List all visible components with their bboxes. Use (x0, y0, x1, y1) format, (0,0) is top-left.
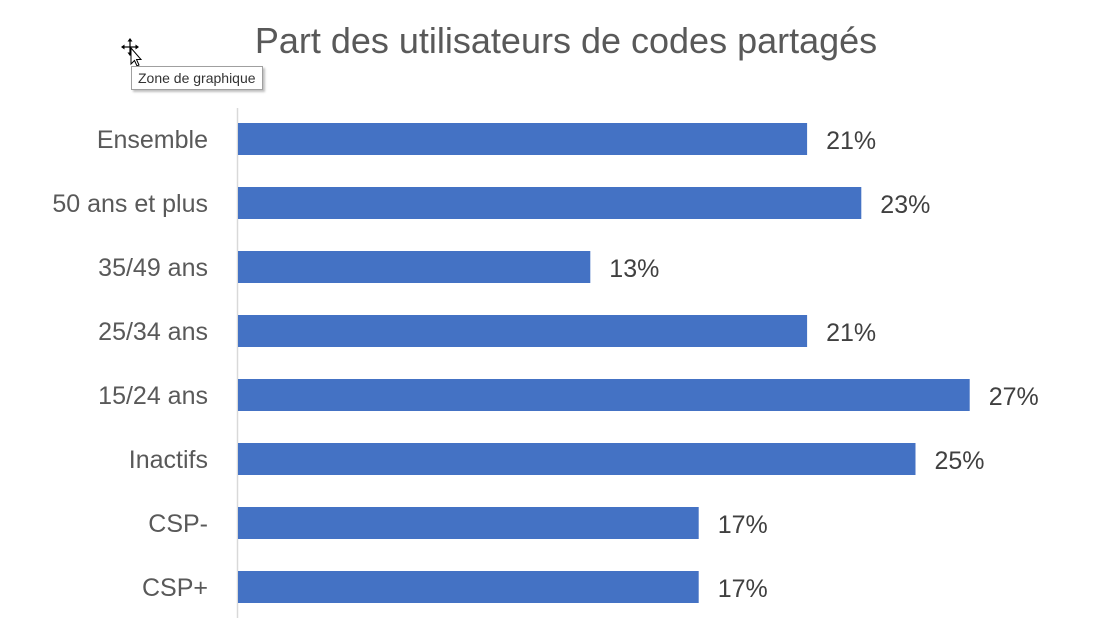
chart-title: Part des utilisateurs de codes partagés (0, 20, 1116, 62)
data-label-4: 27% (989, 383, 1039, 411)
data-label-3: 21% (826, 319, 876, 347)
bar-2[interactable] (238, 251, 591, 283)
category-label-3: 25/34 ans (98, 318, 208, 346)
category-label-4: 15/24 ans (98, 382, 208, 410)
bar-series[interactable] (238, 123, 970, 603)
category-label-0: Ensemble (97, 126, 208, 154)
data-label-7: 17% (718, 575, 768, 603)
bar-0[interactable] (238, 123, 808, 155)
category-label-6: CSP- (148, 510, 208, 538)
data-label-2: 13% (609, 255, 659, 283)
bar-5[interactable] (238, 443, 916, 475)
chart-area-tooltip: Zone de graphique (131, 66, 263, 90)
chart-title-text: Part des utilisateurs de codes partagés (254, 20, 878, 61)
bar-1[interactable] (238, 187, 862, 219)
move-cursor-icon (121, 38, 143, 67)
category-labels: Ensemble 50 ans et plus 35/49 ans 25/34 ans… (52, 126, 208, 602)
data-label-0: 21% (826, 127, 876, 155)
category-label-7: CSP+ (142, 574, 208, 602)
data-label-6: 17% (718, 511, 768, 539)
bar-4[interactable] (238, 379, 970, 411)
bar-6[interactable] (238, 507, 699, 539)
bar-7[interactable] (238, 571, 699, 603)
category-label-5: Inactifs (129, 446, 208, 474)
data-label-5: 25% (935, 447, 985, 475)
data-labels: 21% 23% 13% 21% 27% 25% 17% 17% (609, 127, 1038, 603)
bar-3[interactable] (238, 315, 808, 347)
data-label-1: 23% (880, 191, 930, 219)
category-label-2: 35/49 ans (98, 254, 208, 282)
category-label-1: 50 ans et plus (52, 190, 208, 218)
